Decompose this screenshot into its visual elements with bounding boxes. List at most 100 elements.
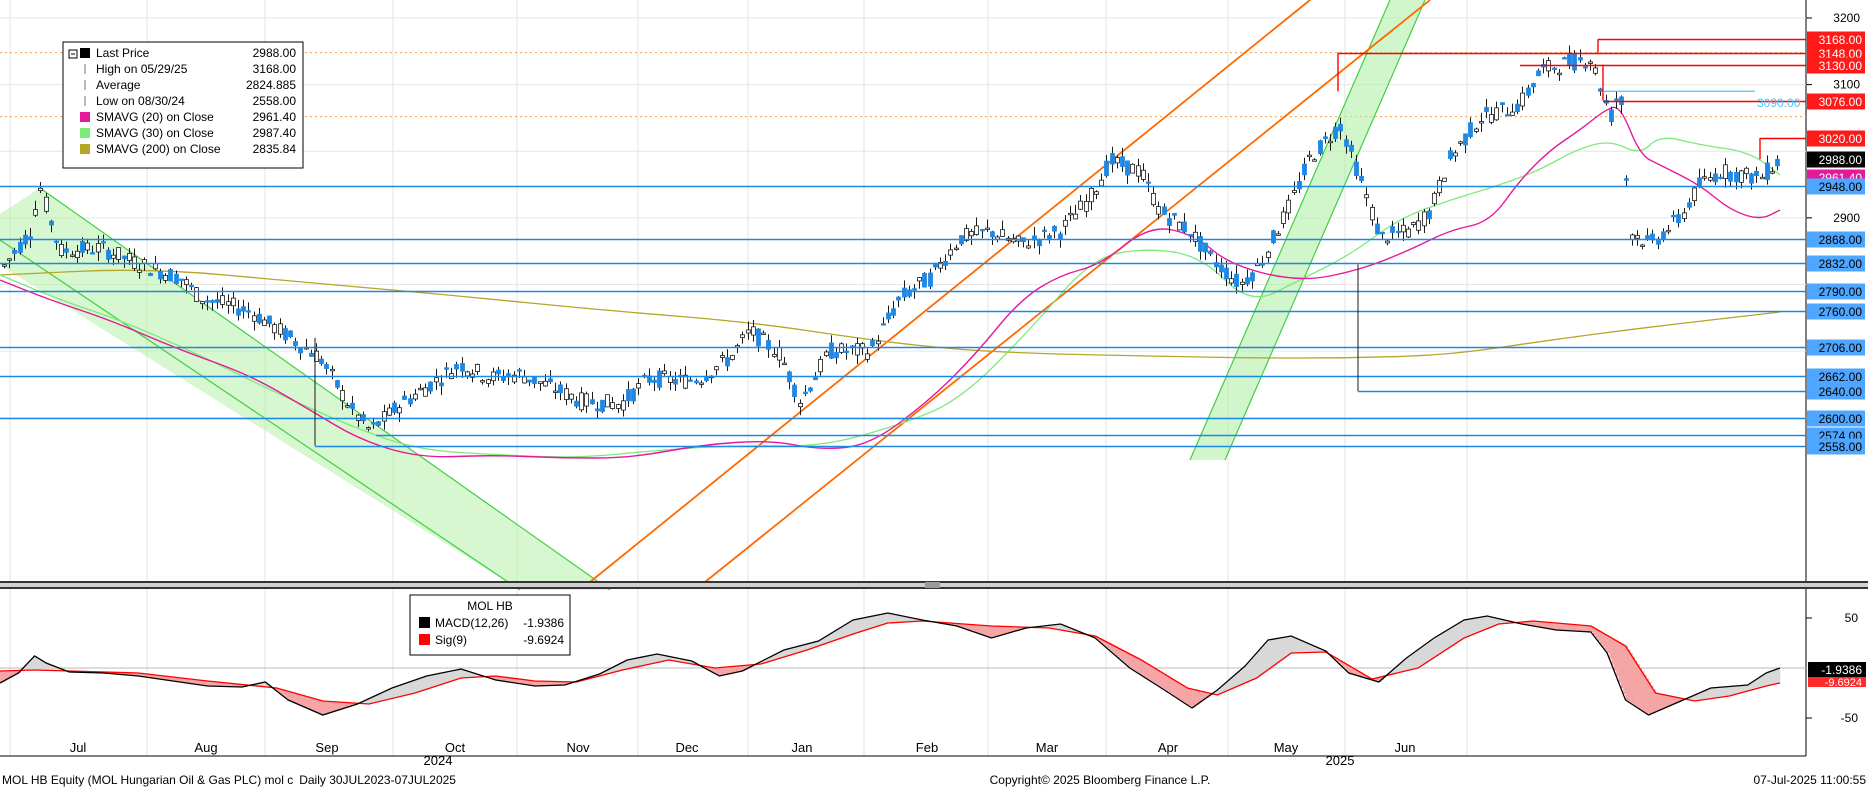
macd-hist-bar — [207, 681, 211, 686]
macd-hist-bar — [13, 670, 17, 676]
macd-hist-bar — [684, 659, 688, 663]
macd-hist-bar — [424, 676, 427, 690]
macd-hist-bar — [664, 655, 667, 661]
macd-hist-bar — [1660, 693, 1663, 710]
candle-body — [262, 319, 267, 327]
candle-body — [714, 366, 719, 371]
macd-hist-bar — [1438, 635, 1442, 655]
macd-hist-bar — [793, 647, 796, 655]
macd-hist-bar — [1143, 661, 1147, 677]
macd-hist-bar — [329, 701, 333, 713]
macd-hist-bar — [1648, 682, 1652, 715]
macd-hist-bar — [1173, 679, 1177, 696]
macd-hist-bar — [191, 679, 194, 684]
macd-hist-bar — [285, 690, 289, 699]
macd-hist-bar — [1268, 640, 1271, 670]
macd-hist-bar — [966, 624, 969, 630]
macd-hist-bar — [1768, 672, 1772, 686]
macd-hist-bar — [1747, 685, 1751, 691]
candle-body — [1240, 281, 1245, 285]
legend-value-6: 2835.84 — [253, 142, 297, 156]
macd-hist-bar — [1242, 668, 1246, 684]
macd-hist-bar — [1235, 674, 1239, 687]
macd-hist-bar — [1473, 618, 1476, 635]
macd-hist-bar — [811, 642, 815, 649]
macd-hist-bar — [1298, 639, 1301, 653]
candle-body — [1494, 107, 1499, 121]
macd-hist-bar — [564, 681, 568, 685]
price-legend[interactable]: Last Price 2988.00 High on 05/29/25 3168.00… — [62, 41, 304, 169]
macd-hist-bar — [25, 665, 28, 671]
macd-hist-bar — [163, 675, 167, 680]
candle-body — [1380, 231, 1385, 235]
candle-body — [824, 351, 829, 357]
macd-hist-bar — [221, 682, 224, 687]
macd-hist-bar — [1321, 649, 1324, 653]
level-tag-2706.00 — [1807, 339, 1865, 356]
macd-hist-bar — [1673, 696, 1677, 704]
macd-hist-bar — [350, 702, 354, 707]
macd-legend[interactable]: MOL HB MACD(12,26) -1.9386 Sig(9) -9.692… — [409, 594, 571, 656]
macd-hist-bar — [1205, 692, 1209, 699]
candle-body — [200, 301, 205, 305]
year-label-2024: 2024 — [424, 753, 453, 768]
macd-hist-bar — [361, 701, 365, 704]
candle-body — [480, 380, 485, 383]
macd-hist-bar — [242, 684, 245, 687]
macd-hist-bar — [389, 689, 393, 700]
candle-body — [917, 277, 922, 282]
macd-hist-bar — [1044, 625, 1048, 628]
candle-body — [1479, 121, 1484, 124]
macd-hist-bar — [445, 672, 448, 684]
macd-hist-bar — [495, 676, 499, 680]
candle-body — [475, 363, 480, 372]
macd-hist-bar — [1208, 692, 1211, 697]
macd-hist-bar — [283, 689, 287, 697]
pane-resize-handle[interactable] — [925, 582, 940, 588]
candle-body — [1359, 175, 1364, 182]
candle-body — [1375, 223, 1380, 235]
macd-hist-bar — [1150, 665, 1154, 682]
candle-body — [376, 421, 381, 426]
macd-hist-bar — [1457, 624, 1460, 643]
macd-hist-bar — [1533, 621, 1536, 626]
macd-hist-bar — [200, 680, 204, 685]
candle-body — [782, 362, 787, 366]
support-resistance-lines — [0, 38, 1806, 448]
macd-hist-bar — [311, 697, 314, 710]
candle-body — [746, 329, 751, 334]
macd-hist-bar — [1258, 650, 1262, 677]
macd-hist-bar — [1358, 670, 1361, 676]
macd-hist-bar — [1198, 690, 1202, 704]
macd-hist-bar — [853, 620, 856, 634]
macd-hist-bar — [991, 626, 995, 638]
macd-hist-bar — [813, 642, 817, 648]
candle-body — [1609, 109, 1614, 123]
candle-body — [1271, 230, 1276, 244]
candle-body — [922, 272, 927, 288]
macd-hist-bar — [557, 681, 561, 686]
macd-hist-bar — [470, 671, 473, 678]
macd-hist-bar — [1662, 694, 1666, 709]
candle-body — [361, 414, 366, 422]
macd-hist-bar — [1480, 617, 1483, 632]
candle-body — [579, 392, 584, 411]
macd-hist-bar — [1722, 687, 1725, 697]
macd-hist-bar — [1353, 668, 1357, 675]
macd-hist-bar — [620, 663, 623, 671]
legend-value-0: 2988.00 — [253, 46, 297, 60]
macd-hist-bar — [1454, 625, 1458, 644]
candle-body — [501, 376, 506, 381]
macd-hist-bar — [1307, 643, 1310, 653]
candle-body — [870, 340, 875, 347]
macd-hist-bar — [1046, 625, 1050, 628]
month-label-Dec: Dec — [675, 740, 699, 755]
macd-swatch — [419, 617, 430, 628]
macd-hist-bar — [1625, 646, 1629, 700]
month-label-Aug: Aug — [194, 740, 217, 755]
candle-body — [1146, 181, 1151, 184]
candle-body — [298, 347, 303, 354]
candle-body — [1468, 122, 1473, 138]
macd-hist-bar — [491, 676, 494, 679]
macd-hist-bar — [172, 677, 176, 681]
